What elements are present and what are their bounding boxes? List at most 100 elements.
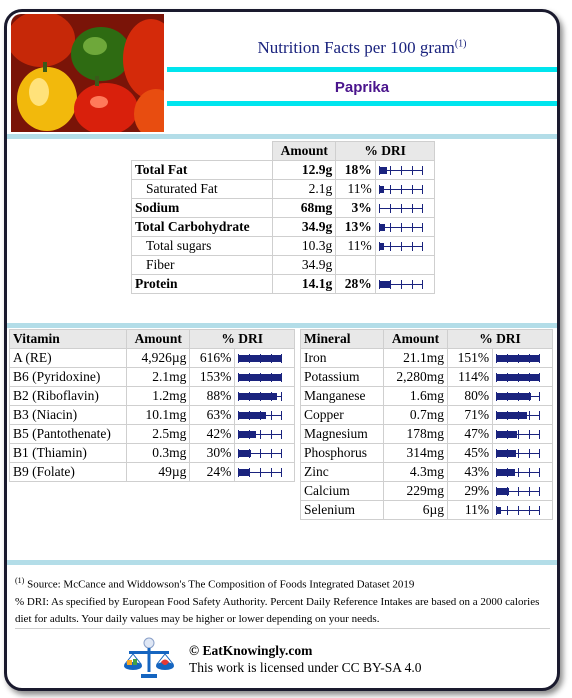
macro-header-blank: [130, 141, 274, 161]
mineral-header-row: Mineral Amount % DRI: [300, 329, 553, 349]
dri-bar-fill: [496, 431, 518, 439]
dri-bar-fill: [496, 393, 532, 401]
vitamin-name: B2 (Riboflavin): [9, 386, 127, 406]
macro-amount: 34.9g: [272, 255, 337, 275]
mineral-dri-percent: 29%: [447, 481, 494, 501]
vitamin-name: B5 (Pantothenate): [9, 424, 127, 444]
page-title: Nutrition Facts per 100 gram(1): [167, 38, 557, 58]
dri-bar: [378, 242, 423, 252]
dri-bar-fill: [496, 450, 517, 458]
mineral-dri-bar-cell: [492, 424, 553, 444]
macro-dri-bar-cell: [374, 236, 436, 256]
macro-row: Sodium 68mg 3%: [130, 198, 436, 218]
nutrition-card: Nutrition Facts per 100 gram(1) Paprika …: [4, 9, 560, 691]
macro-dri-percent: 28%: [335, 274, 376, 294]
mineral-name: Potassium: [300, 367, 384, 387]
macro-name: Total sugars: [130, 236, 274, 256]
mineral-amount: 2,280mg: [382, 367, 449, 387]
mineral-name: Calcium: [300, 481, 384, 501]
vitamin-name: B9 (Folate): [9, 462, 127, 482]
macro-name: Total Carbohydrate: [130, 217, 274, 237]
dri-bar-fill: [496, 488, 510, 496]
dri-bar: [496, 373, 541, 383]
vitamin-dri-bar-cell: [234, 424, 295, 444]
dri-bar: [378, 185, 423, 195]
mineral-col-dri: % DRI: [447, 329, 553, 349]
mineral-dri-bar-cell: [492, 367, 553, 387]
section-separator: [7, 134, 557, 139]
dri-bar-fill: [496, 374, 541, 382]
food-name: Paprika: [334, 79, 390, 96]
footnotes: (1) Source: McCance and Widdowson's The …: [15, 572, 550, 628]
mineral-dri-percent: 114%: [447, 367, 494, 387]
macronutrient-table: Amount % DRI Total Fat 12.9g 18% Saturated …: [130, 141, 436, 294]
macro-amount: 12.9g: [272, 160, 337, 180]
mineral-name: Iron: [300, 348, 384, 368]
mineral-amount: 21.1mg: [382, 348, 449, 368]
macro-amount: 34.9g: [272, 217, 337, 237]
eatknowingly-logo-icon: [121, 636, 177, 682]
source-footnote-mark: (1): [15, 576, 25, 585]
mineral-dri-percent: 11%: [447, 500, 494, 520]
vitamin-dri-bar-cell: [234, 405, 295, 425]
mineral-amount: 0.7mg: [382, 405, 449, 425]
dri-bar: [496, 411, 541, 421]
dri-bar-fill: [238, 450, 252, 458]
copyright-block: © EatKnowingly.com This work is licensed…: [189, 642, 422, 676]
dri-bar: [378, 280, 423, 290]
source-text: Source: McCance and Widdowson's The Comp…: [24, 578, 415, 591]
mineral-amount: 1.6mg: [382, 386, 449, 406]
vitamin-name: B3 (Niacin): [9, 405, 127, 425]
dri-bar-fill: [378, 243, 384, 251]
dri-bar: [496, 468, 541, 478]
macro-row: Protein 14.1g 28%: [130, 274, 436, 294]
vitamin-dri-percent: 153%: [189, 367, 236, 387]
vitamin-row: A (RE) 4,926µg 616%: [9, 348, 295, 368]
mineral-row: Phosphorus 314mg 45%: [300, 443, 553, 463]
dri-bar: [238, 430, 283, 440]
bell-peppers-photo: [11, 14, 164, 132]
dri-bar: [238, 354, 283, 364]
mineral-dri-bar-cell: [492, 386, 553, 406]
mineral-row: Zinc 4.3mg 43%: [300, 462, 553, 482]
dri-bar: [496, 506, 541, 516]
section-separator: [7, 323, 557, 328]
macro-col-amount: Amount: [272, 141, 337, 161]
vitamin-header-row: Vitamin Amount % DRI: [9, 329, 295, 349]
macro-name: Protein: [130, 274, 274, 294]
mineral-dri-bar-cell: [492, 500, 553, 520]
title-divider-top: [167, 67, 557, 72]
vitamin-amount: 0.3mg: [125, 443, 191, 463]
macro-row: Total sugars 10.3g 11%: [130, 236, 436, 256]
macro-dri-bar-cell: [374, 217, 436, 237]
mineral-amount: 178mg: [382, 424, 449, 444]
dri-bar: [378, 223, 423, 233]
dri-bar: [496, 354, 541, 364]
vitamin-dri-bar-cell: [234, 462, 295, 482]
dri-bar-fill: [238, 374, 283, 382]
mineral-col-name: Mineral: [300, 329, 384, 349]
macro-header-row: Amount % DRI: [130, 141, 435, 161]
macro-amount: 10.3g: [272, 236, 337, 256]
mineral-dri-percent: 151%: [447, 348, 494, 368]
dri-bar-fill: [238, 355, 283, 363]
macro-dri-bar-cell: [374, 255, 436, 275]
mineral-name: Magnesium: [300, 424, 384, 444]
macro-name: Total Fat: [130, 160, 274, 180]
mineral-name: Manganese: [300, 386, 384, 406]
vitamin-row: B6 (Pyridoxine) 2.1mg 153%: [9, 367, 295, 387]
title-divider-bottom: [167, 101, 557, 106]
vitamin-amount: 49µg: [125, 462, 191, 482]
dri-bar-fill: [238, 393, 278, 401]
mineral-name: Zinc: [300, 462, 384, 482]
dri-bar: [238, 411, 283, 421]
vitamin-dri-bar-cell: [234, 367, 295, 387]
dri-bar: [496, 392, 541, 402]
mineral-dri-percent: 47%: [447, 424, 494, 444]
mineral-amount: 6µg: [382, 500, 449, 520]
dri-bar-fill: [496, 469, 516, 477]
vitamin-dri-percent: 24%: [189, 462, 236, 482]
macro-row: Saturated Fat 2.1g 11%: [130, 179, 436, 199]
copyright-text: © EatKnowingly.com: [189, 643, 313, 658]
footer-divider: [15, 628, 550, 629]
